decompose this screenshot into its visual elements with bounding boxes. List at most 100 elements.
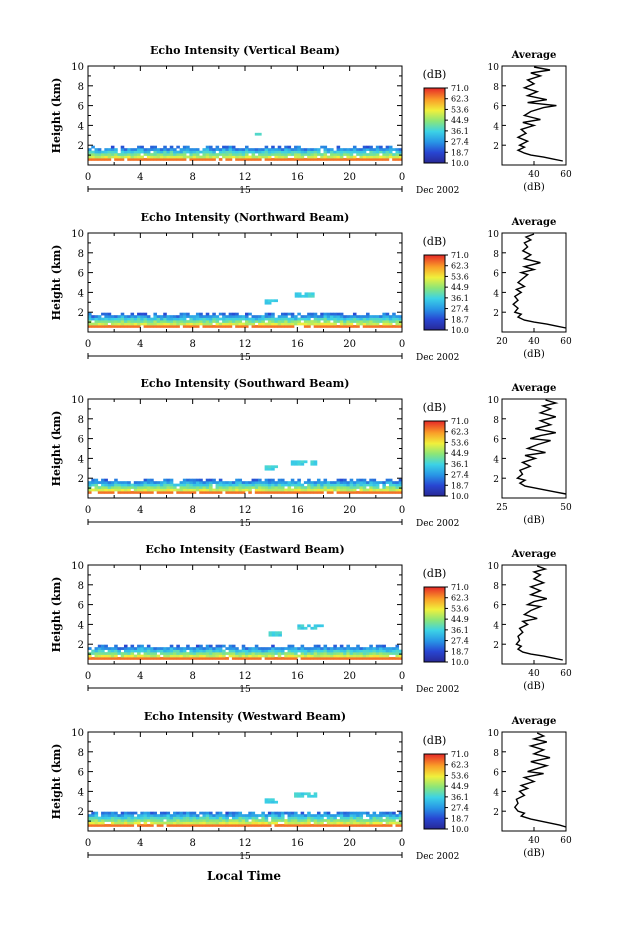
heatmap-cell <box>375 315 380 318</box>
heatmap-cell <box>352 652 357 655</box>
heatmap-cell <box>186 486 190 489</box>
y-tick-label: 8 <box>78 415 84 426</box>
y-axis-title: Height (km) <box>50 245 63 321</box>
colorbar-tick-label: 36.1 <box>451 127 469 136</box>
heatmap-cell <box>372 317 377 321</box>
heatmap-cell <box>277 322 282 326</box>
heatmap-cell <box>313 317 318 321</box>
heatmap-cell <box>192 155 197 159</box>
heatmap-cell <box>366 317 370 321</box>
heatmap-cell <box>385 814 390 817</box>
heatmap-cell <box>189 325 193 328</box>
heatmap-cell <box>150 657 154 660</box>
heatmap-cell <box>94 824 99 827</box>
heatmap-cell <box>202 814 207 817</box>
heatmap-cell <box>120 657 125 660</box>
heatmap-cell <box>143 322 148 326</box>
heatmap-cell <box>104 481 108 484</box>
heatmap-cell <box>146 654 151 658</box>
heatmap-cell <box>117 155 122 159</box>
heatmap-cell <box>186 320 190 323</box>
heatmap-cell <box>150 158 154 161</box>
heatmap-cell <box>248 652 252 655</box>
heatmap-cell <box>330 814 334 817</box>
heatmap-cell <box>110 647 115 650</box>
heatmap-cell <box>352 486 357 489</box>
colorbar-tick-label: 62.3 <box>451 594 469 603</box>
heatmap-cell <box>388 325 393 328</box>
heatmap-cell <box>231 649 236 653</box>
heatmap-cell <box>375 150 380 154</box>
heatmap-cell <box>231 315 236 318</box>
heatmap-cell <box>316 150 321 154</box>
avg-y-tick-label: 10 <box>488 63 500 73</box>
heatmap-cell <box>300 654 305 658</box>
heatmap-cell <box>284 811 288 815</box>
heatmap-cell <box>320 317 324 321</box>
heatmap-cell <box>248 481 252 484</box>
heatmap-cell <box>382 150 386 154</box>
heatmap-cell <box>192 153 197 156</box>
heatmap-cell <box>323 150 328 154</box>
heatmap-cell <box>182 491 187 494</box>
heatmap-cell <box>192 325 197 328</box>
heatmap-cell <box>372 322 377 326</box>
heatmap-cell <box>101 325 105 328</box>
heatmap-cell <box>235 824 239 827</box>
cloud-cell <box>313 624 318 628</box>
heatmap-cell <box>104 654 108 658</box>
heatmap-cell <box>369 145 373 149</box>
heatmap-cell <box>254 824 259 827</box>
heatmap-cell <box>173 155 177 159</box>
average-unit: (dB) <box>523 515 545 526</box>
heatmap-cell <box>104 153 108 156</box>
heatmap-cell <box>294 488 298 492</box>
heatmap-cell <box>392 649 396 653</box>
heatmap-cell <box>326 654 331 658</box>
heatmap-cell <box>313 649 318 653</box>
heatmap-cell <box>169 317 174 321</box>
x-tick-label: 16 <box>291 671 304 682</box>
heatmap-cell <box>88 317 92 321</box>
heatmap-cell <box>88 488 92 492</box>
heatmap-cell <box>218 644 223 648</box>
heatmap-cell <box>264 483 269 487</box>
heatmap-cell <box>215 821 220 825</box>
heatmap-cell <box>123 652 128 655</box>
heatmap-cell <box>333 657 337 660</box>
heatmap-cell <box>261 320 265 323</box>
heatmap-cell <box>173 158 177 161</box>
heatmap-cell <box>359 819 364 822</box>
heatmap-cell <box>267 821 272 825</box>
heatmap-cell <box>359 320 364 323</box>
heatmap-cell <box>153 486 157 489</box>
heatmap-cell <box>251 824 256 827</box>
heatmap-cell <box>231 654 236 658</box>
heatmap-cell <box>107 816 112 820</box>
heatmap-cell <box>235 486 239 489</box>
heatmap-cell <box>130 148 135 151</box>
heatmap-cell <box>369 644 373 648</box>
heatmap-cell <box>235 657 239 660</box>
heatmap-cell <box>156 158 161 161</box>
heatmap-cell <box>218 322 223 326</box>
heatmap-cell <box>202 148 207 151</box>
heatmap-cell <box>91 657 95 660</box>
heatmap-cell <box>117 819 122 822</box>
heatmap-cell <box>339 647 344 650</box>
heatmap-cell <box>176 647 180 650</box>
heatmap-cell <box>258 654 262 658</box>
heatmap-cell <box>241 657 246 660</box>
heatmap-cell <box>117 158 122 161</box>
heatmap-cell <box>258 652 262 655</box>
heatmap-cell <box>385 153 390 156</box>
heatmap-cell <box>343 488 347 492</box>
heatmap-cell <box>248 322 252 326</box>
heatmap-cell <box>284 150 288 154</box>
heatmap-cell <box>359 821 364 825</box>
heatmap-cell <box>231 814 236 817</box>
heatmap-cell <box>264 486 269 489</box>
heatmap-cell <box>316 649 321 653</box>
heatmap-cell <box>303 819 308 822</box>
avg-y-tick-label: 2 <box>493 641 499 651</box>
